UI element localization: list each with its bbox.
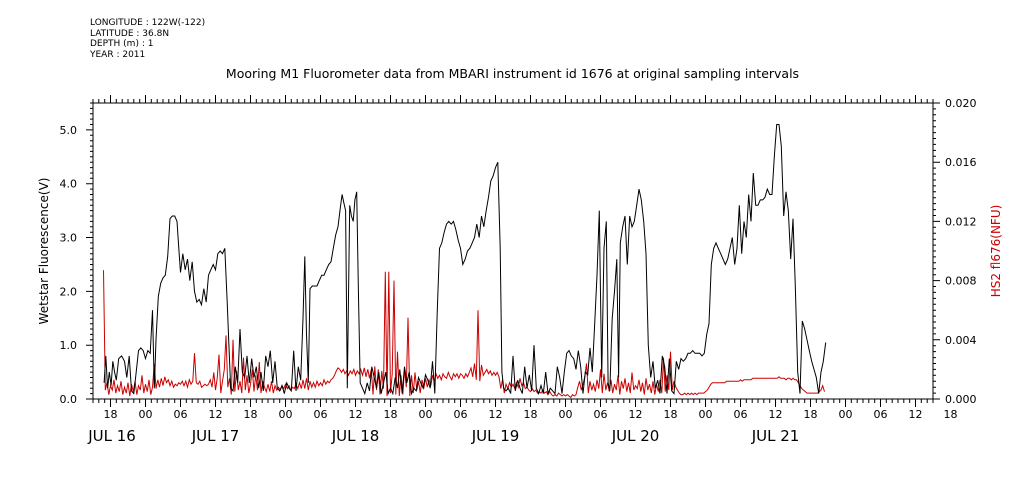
x-day-label: JUL 21	[751, 427, 800, 445]
x-day-label: JUL 20	[611, 427, 660, 445]
latitude-label: LATITUDE : 36.8N	[90, 28, 170, 39]
y-right-tick-label: 0.000	[945, 393, 977, 406]
metadata-header: LONGITUDE : 122W(-122) LATITUDE : 36.8N …	[90, 18, 205, 60]
y-right-tick-label: 0.004	[945, 334, 977, 347]
x-hour-tick-label: 06	[314, 408, 328, 421]
x-hour-tick-label: 00	[419, 408, 433, 421]
chart-title-container: Mooring M1 Fluorometer data from MBARI i…	[0, 66, 1009, 81]
x-hour-tick-label: 12	[489, 408, 503, 421]
x-hour-tick-label: 00	[139, 408, 153, 421]
x-hour-tick-label: 06	[454, 408, 468, 421]
x-hour-tick-label: 18	[384, 408, 398, 421]
x-hour-tick-label: 00	[559, 408, 573, 421]
x-hour-tick-label: 06	[734, 408, 748, 421]
x-day-label: JUL 17	[191, 427, 240, 445]
depth-label: DEPTH (m) : 1	[90, 39, 154, 49]
plot-frame	[92, 102, 934, 400]
x-hour-tick-label: 18	[944, 408, 958, 421]
y-right-tick-label: 0.016	[945, 156, 977, 169]
x-hour-tick-label: 18	[244, 408, 258, 421]
y-left-tick-label: 1.0	[60, 339, 78, 352]
x-hour-tick-label: 18	[524, 408, 538, 421]
data-series	[103, 124, 827, 399]
x-hour-tick-label: 12	[909, 408, 923, 421]
x-hour-tick-label: 12	[629, 408, 643, 421]
y-left-tick-label: 5.0	[60, 124, 78, 137]
x-hour-tick-label: 18	[804, 408, 818, 421]
x-hour-tick-label: 00	[699, 408, 713, 421]
x-hour-tick-label: 06	[874, 408, 888, 421]
wetstar-fluorescence-line	[103, 124, 827, 396]
x-hour-tick-label: 06	[174, 408, 188, 421]
hs2-fl676-line	[103, 270, 825, 399]
y-left-ticks	[86, 102, 93, 400]
x-hour-tick-label: 00	[279, 408, 293, 421]
axis-ticks	[86, 95, 940, 407]
y-axis-right-label: HS2 fl676(NFU)	[989, 205, 1003, 298]
y-right-ticks	[933, 102, 940, 400]
y-right-tick-label: 0.012	[945, 215, 977, 228]
x-hour-tick-label: 18	[104, 408, 118, 421]
longitude-label: LONGITUDE : 122W(-122)	[90, 18, 206, 28]
x-hour-tick-label: 12	[349, 408, 363, 421]
x-hour-tick-label: 00	[839, 408, 853, 421]
y-axis-left-label: Wetstar Fluorescence(V)	[37, 178, 51, 325]
x-hour-tick-label: 12	[769, 408, 783, 421]
axis-labels: 18 00 06 12 18 00 06 12 18 00 06 12 18 00 06 12 18 00 06 12…	[60, 97, 977, 445]
year-label: YEAR : 2011	[90, 49, 146, 60]
x-axis-hour-ticks	[92, 95, 934, 407]
chart-title: Mooring M1 Fluorometer data from MBARI i…	[225, 66, 800, 81]
y-left-tick-label: 2.0	[60, 285, 78, 298]
x-hour-tick-label: 06	[594, 408, 608, 421]
x-day-label: JUL 18	[331, 427, 380, 445]
x-day-label: JUL 16	[87, 427, 136, 445]
y-right-tick-label: 0.020	[945, 97, 977, 110]
x-day-label: JUL 19	[471, 427, 520, 445]
y-left-tick-label: 0.0	[60, 393, 78, 406]
y-left-tick-label: 3.0	[60, 232, 78, 245]
x-hour-tick-label: 18	[664, 408, 678, 421]
x-hour-tick-label: 12	[209, 408, 223, 421]
y-left-tick-label: 4.0	[60, 178, 78, 191]
y-right-tick-label: 0.008	[945, 275, 977, 288]
